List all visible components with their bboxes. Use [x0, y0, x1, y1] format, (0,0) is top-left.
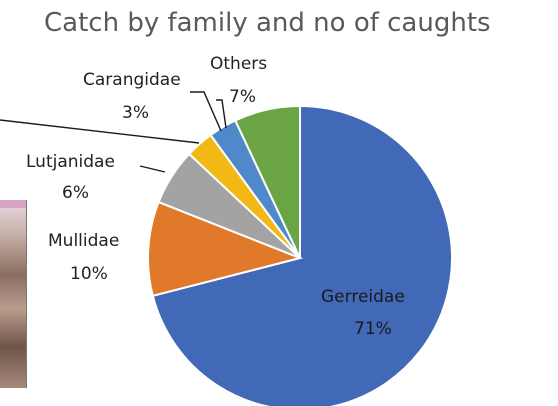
leader-line-carangidae — [190, 91, 222, 132]
leader-line-offchart — [0, 119, 200, 144]
slice-label-name-gerreidae: Gerreidae — [321, 287, 405, 307]
leader-line-others — [216, 99, 227, 129]
slice-label-value-lutjanidae: 6% — [62, 183, 89, 203]
photo-caption-strip — [0, 200, 26, 208]
pie-slice-gerreidae — [151, 104, 453, 406]
slice-label-name-carangidae: Carangidae — [83, 70, 181, 90]
pie-slices — [147, 104, 453, 406]
slice-label-value-carangidae: 3% — [122, 103, 149, 123]
slice-label-value-others: 7% — [229, 87, 256, 107]
slice-label-value-mullidae: 10% — [70, 264, 108, 284]
pie-slice-mullidae — [147, 200, 304, 298]
slice-label-name-mullidae: Mullidae — [48, 231, 119, 251]
slice-label-value-gerreidae: 71% — [354, 319, 392, 339]
slice-label-name-lutjanidae: Lutjanidae — [26, 152, 115, 172]
pie-slice-others — [233, 104, 301, 259]
leader-line-lutjanidae — [139, 165, 166, 173]
fish-photo-fragment — [0, 200, 27, 388]
chart-title: Catch by family and no of caughts — [44, 8, 491, 38]
slice-label-name-others: Others — [210, 54, 267, 74]
